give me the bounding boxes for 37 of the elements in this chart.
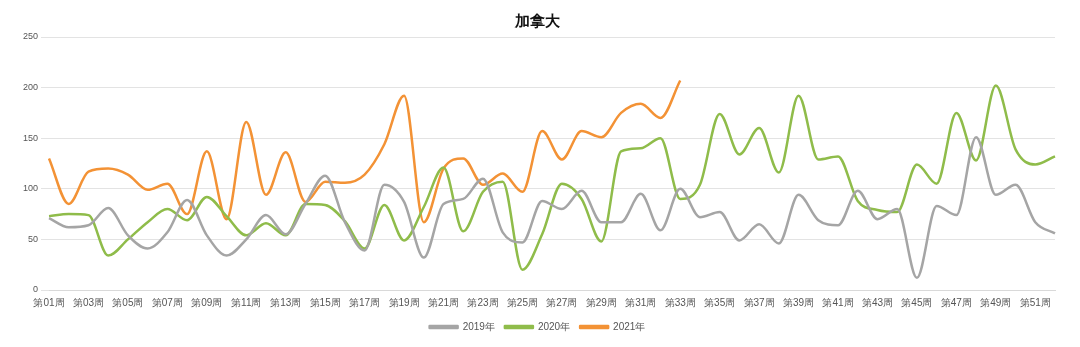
x-tick-label: 第49周 [980,296,1012,308]
x-tick-label: 第47周 [940,296,972,308]
x-tick-label: 第05周 [112,296,144,308]
x-tick-label: 第03周 [72,296,105,308]
x-tick-label: 第27周 [546,296,578,308]
x-tick-label: 第41周 [822,296,854,308]
legend-label: 2020年 [537,320,571,332]
x-tick-label: 第19周 [388,296,420,308]
x-tick-label: 第15周 [309,296,341,308]
x-tick-label: 第17周 [349,296,381,308]
x-tick-label: 第21周 [427,296,460,308]
x-tick-label: 第07周 [151,296,183,308]
x-tick-label: 第01周 [33,296,65,308]
line-series [47,79,682,224]
x-tick-label: 第33周 [664,296,696,308]
x-tick-label: 第23周 [467,296,499,308]
x-tick-label: 第51周 [1019,296,1051,308]
x-tick-label: 第25周 [506,296,538,308]
x-tick-label: 第29周 [585,296,617,308]
x-tick-label: 第11周 [231,296,262,308]
legend-label: 2021年 [613,320,646,332]
chart-title: 加拿大 [514,11,561,30]
x-tick-label: 第09周 [191,296,223,308]
y-tick-label: 0 [33,284,39,295]
x-tick-label: 第37周 [743,296,775,308]
x-tick-label: 第35周 [704,296,736,308]
y-tick-label: 150 [22,132,39,143]
y-tick-label: 50 [28,233,39,244]
x-tick-label: 第39周 [783,296,815,308]
y-tick-label: 250 [22,31,39,42]
x-tick-label: 第31周 [625,296,657,308]
y-tick-label: 200 [22,82,39,93]
x-tick-label: 第45周 [901,296,933,308]
x-tick-label: 第13周 [270,296,302,308]
y-tick-label: 100 [22,183,39,194]
x-tick-label: 第43周 [861,296,894,308]
legend-label: 2019年 [462,320,495,332]
